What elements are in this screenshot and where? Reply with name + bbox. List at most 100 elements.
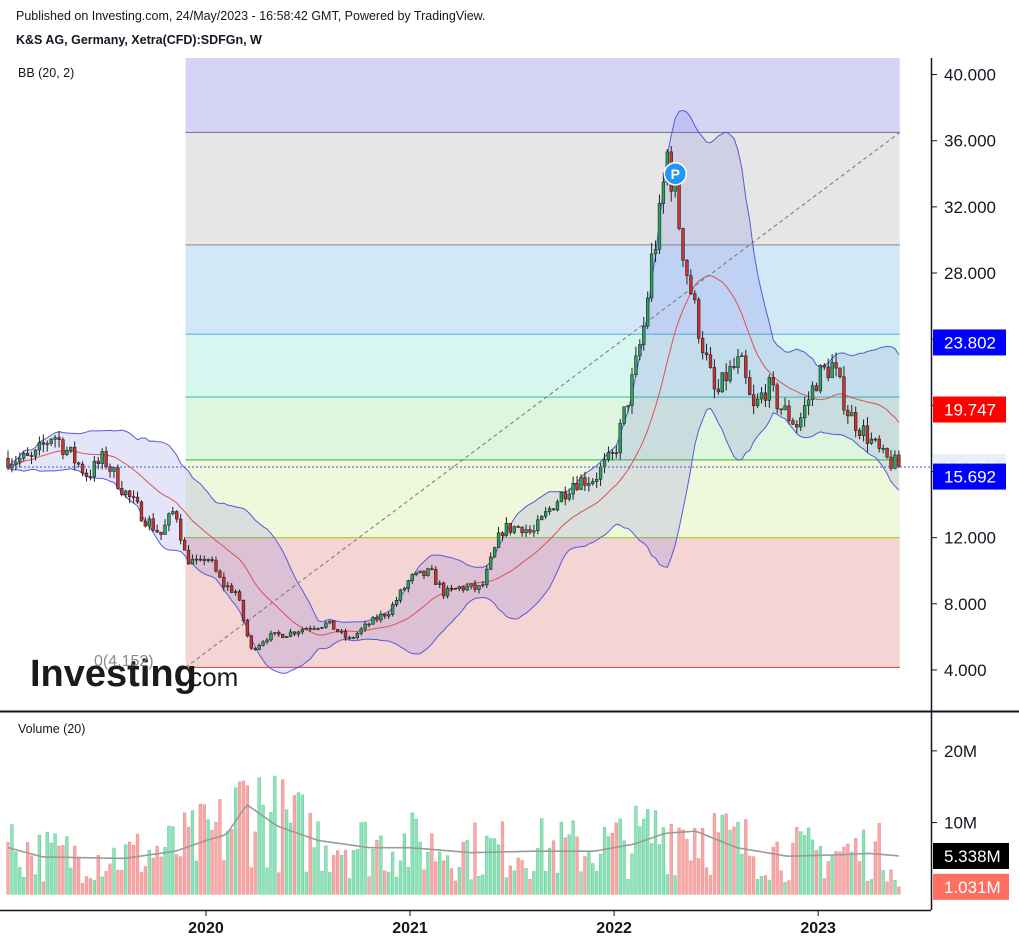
volume-bar — [190, 810, 195, 895]
volume-bar — [198, 803, 202, 895]
volume-tag: 5.338M — [933, 842, 1009, 869]
fibonacci-retracement — [185, 58, 900, 669]
candle — [842, 366, 846, 415]
volume-bar — [508, 865, 512, 895]
candle-body — [65, 449, 69, 455]
candle-body — [332, 620, 336, 630]
volume-bar — [477, 876, 481, 895]
volume-bar — [171, 826, 175, 895]
candle — [194, 554, 199, 565]
fib-zone — [185, 459, 900, 538]
candle-body — [649, 253, 654, 299]
candle-body — [179, 518, 183, 541]
candle-body — [210, 559, 214, 562]
volume-bar — [504, 877, 509, 895]
volume-bar — [347, 878, 352, 895]
price-candles — [6, 146, 901, 651]
volume-bar — [22, 877, 26, 895]
price-tag: 15.692 — [933, 463, 1006, 490]
candle — [536, 515, 540, 535]
candle — [822, 362, 826, 371]
candle-body — [226, 585, 230, 588]
candle — [371, 616, 375, 625]
candle-body — [88, 476, 93, 478]
candle — [363, 621, 367, 633]
candle — [57, 431, 61, 448]
candle-body — [402, 588, 407, 591]
volume-bar — [854, 838, 858, 895]
candle-body — [312, 628, 316, 630]
volume-bar — [873, 841, 877, 895]
candle — [559, 491, 564, 503]
volume-bar — [410, 812, 414, 895]
candle-body — [516, 526, 520, 528]
volume-bar — [634, 805, 638, 895]
volume-bar — [84, 876, 89, 895]
time-axis[interactable]: 2020 2021 2022 2023 — [188, 910, 836, 937]
candle-body — [697, 299, 701, 339]
candle — [520, 526, 524, 537]
candle-body — [606, 452, 611, 461]
candle — [622, 406, 626, 426]
volume-bar — [661, 827, 666, 895]
volume-bar — [308, 813, 312, 895]
candle — [230, 582, 234, 594]
candle-body — [634, 355, 638, 376]
volume-bar — [332, 855, 336, 895]
candle-body — [453, 588, 458, 590]
price-axis[interactable]: 40.00036.00032.00028.00024.00020.00016.0… — [931, 66, 996, 680]
volume-bar — [41, 881, 45, 895]
volume-bar — [151, 857, 155, 895]
candle-body — [500, 532, 505, 536]
candle — [383, 613, 387, 619]
candle-body — [143, 520, 148, 527]
volume-bar — [720, 814, 724, 895]
candle — [638, 339, 642, 361]
volume-bar — [414, 818, 418, 895]
candle-body — [41, 442, 45, 445]
candle — [783, 397, 787, 411]
candle — [441, 581, 446, 599]
volume-bar — [65, 836, 69, 895]
volume-bar — [241, 780, 246, 895]
candle — [277, 630, 281, 638]
candle — [41, 434, 45, 453]
candle-body — [198, 558, 202, 561]
volume-bar — [536, 848, 540, 895]
candle — [104, 446, 108, 470]
event-marker[interactable]: P — [663, 162, 688, 186]
event-marker-label: P — [671, 166, 680, 182]
candle — [351, 636, 356, 640]
candle — [881, 444, 885, 454]
candle-body — [700, 337, 705, 354]
candle-body — [6, 457, 10, 469]
volume-axis[interactable]: 20M 10M — [931, 742, 977, 833]
candle — [496, 526, 501, 548]
candle — [324, 621, 328, 629]
candle-body — [288, 631, 293, 637]
volume-bar — [135, 833, 140, 895]
candle — [732, 357, 736, 370]
candle-body — [661, 181, 666, 204]
volume-bar — [834, 851, 838, 895]
candle — [226, 581, 230, 591]
candle-body — [779, 408, 783, 411]
candle — [273, 632, 277, 636]
volume-bar — [339, 854, 344, 895]
candle — [167, 512, 171, 532]
candle-body — [830, 362, 834, 379]
volume-bar — [6, 842, 10, 895]
candle-body — [316, 627, 320, 630]
volume-bar — [265, 867, 269, 895]
candle — [728, 360, 732, 384]
volume-bar — [897, 886, 901, 895]
candle-body — [806, 399, 811, 406]
candle — [367, 622, 371, 628]
fib-trend-line — [185, 132, 901, 668]
fib-zone — [185, 334, 900, 398]
candle — [489, 552, 493, 571]
candle-body — [869, 438, 874, 444]
candle-body — [438, 582, 442, 585]
candle-body — [818, 365, 823, 392]
